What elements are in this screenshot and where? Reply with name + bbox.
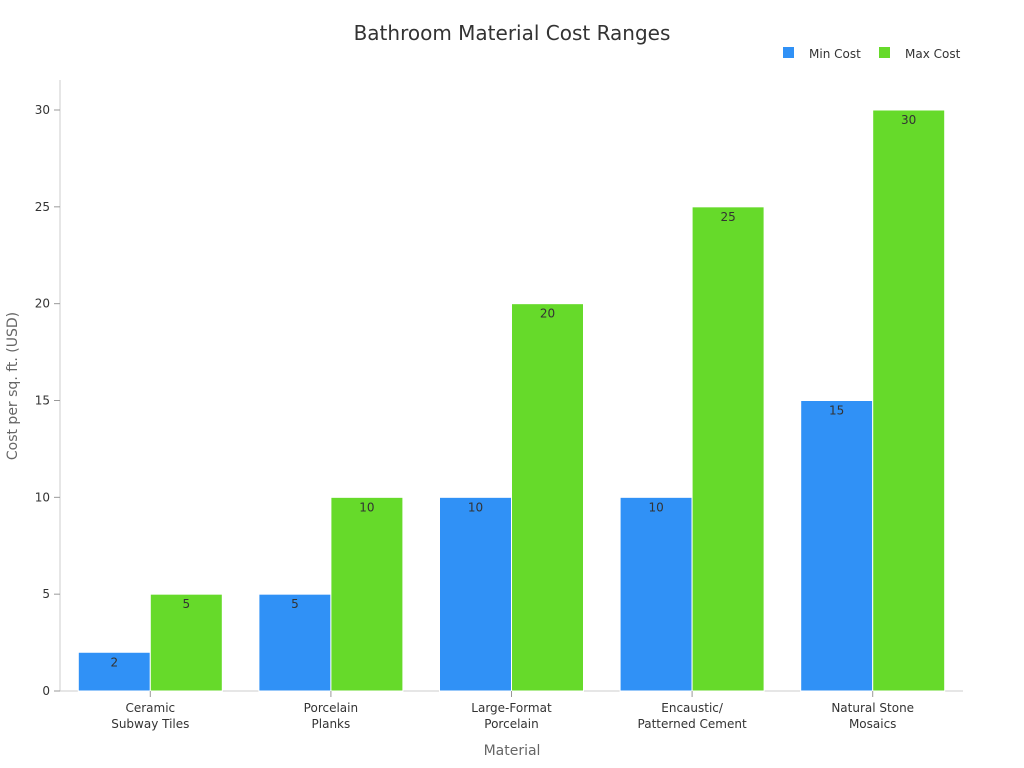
legend-swatch-max [879,47,890,58]
bar-data-label: 2 [110,655,118,669]
bar-data-label: 20 [540,307,555,321]
x-tick-label: Planks [312,717,351,731]
x-tick-label: Patterned Cement [638,717,747,731]
x-tick-label: Natural Stone [831,701,914,715]
y-tick-label: 15 [35,394,50,408]
bar-max-cost [872,109,946,692]
bar-max-cost [149,593,223,692]
bar-data-label: 5 [182,597,190,611]
x-tick-label: Mosaics [849,717,896,731]
bar-max-cost [330,496,404,692]
bar-max-cost [691,206,765,692]
x-tick-label: Large-Format [471,701,552,715]
x-tick-label: Subway Tiles [111,717,189,731]
bar-data-label: 10 [359,500,374,514]
x-tick-label: Porcelain [304,701,358,715]
y-tick-label: 10 [35,490,50,504]
x-tick-label: Encaustic/ [661,701,724,715]
legend-swatch-min [783,47,794,58]
y-axis-label: Cost per sq. ft. (USD) [5,312,21,460]
bar-data-label: 25 [720,210,735,224]
legend-label-max: Max Cost [905,47,961,61]
y-tick-label: 5 [42,587,50,601]
bar-min-cost [439,496,512,692]
x-tick-label: Ceramic [125,701,175,715]
bar-min-cost [800,400,874,692]
bar-min-cost [258,593,332,692]
y-tick-label: 0 [42,684,50,698]
x-tick-label: Porcelain [484,717,538,731]
chart-title: Bathroom Material Cost Ranges [354,21,671,45]
legend-label-min: Min Cost [809,47,861,61]
bar-data-label: 10 [648,500,663,514]
bar-max-cost [511,303,584,692]
y-tick-label: 20 [35,297,50,311]
legend: Min Cost Max Cost [783,47,961,61]
x-axis-label: Material [484,743,541,759]
y-tick-label: 30 [35,103,50,117]
bar-data-label: 15 [829,404,844,418]
bar-data-label: 30 [901,113,916,127]
bar-data-label: 5 [291,597,299,611]
bar-min-cost [619,496,693,692]
y-tick-label: 25 [35,200,50,214]
bar-data-label: 10 [468,500,483,514]
